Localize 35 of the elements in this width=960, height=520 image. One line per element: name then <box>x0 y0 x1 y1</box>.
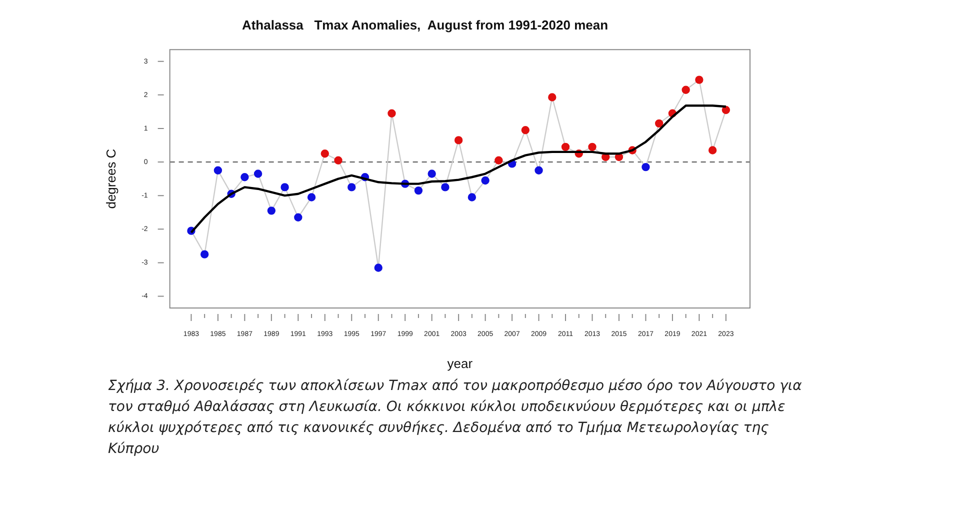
point <box>307 193 316 202</box>
point <box>414 186 423 195</box>
text: Σχήμα 3. Χρονοσειρές των αποκλίσεων Tmax από τον μακροπρόθεσμο μέσο όρο τον Αύγουστο για τον σταθμό Αθαλάσσας στη Λευκωσία. Οι κόκκινοι κύκλοι υποδεικνύουν θερμότερες και οι μπλε κύκλοι ψυχρότερες από τις κανονικές συνθήκες. Δεδομένα από το Τμήμα Μετεωρολογίας της Κύπρου <box>108 377 803 459</box>
point <box>254 170 262 178</box>
point <box>294 213 302 222</box>
point <box>695 76 704 84</box>
chart-title: Athalassa Tmax Anomalies, August from 1991-2020 mean <box>242 17 608 32</box>
point <box>534 166 543 175</box>
point <box>334 156 342 164</box>
point <box>642 162 650 172</box>
point <box>441 183 450 192</box>
point <box>561 142 570 152</box>
point <box>548 93 556 102</box>
point <box>654 119 664 128</box>
x-axis-title: year <box>447 356 474 371</box>
point <box>588 142 596 152</box>
point <box>708 146 717 154</box>
point <box>454 136 463 144</box>
point <box>240 173 249 182</box>
point <box>521 126 530 134</box>
point <box>468 193 476 202</box>
point <box>320 150 329 158</box>
point <box>682 86 690 94</box>
point <box>348 183 356 192</box>
point <box>388 109 396 118</box>
point <box>267 206 276 215</box>
point <box>428 170 436 178</box>
point <box>374 264 382 272</box>
point <box>280 183 289 192</box>
point <box>494 156 503 164</box>
point <box>722 106 730 114</box>
point <box>481 176 490 185</box>
point <box>214 166 222 175</box>
point <box>200 250 209 258</box>
y-axis-title: degrees C <box>103 148 118 209</box>
